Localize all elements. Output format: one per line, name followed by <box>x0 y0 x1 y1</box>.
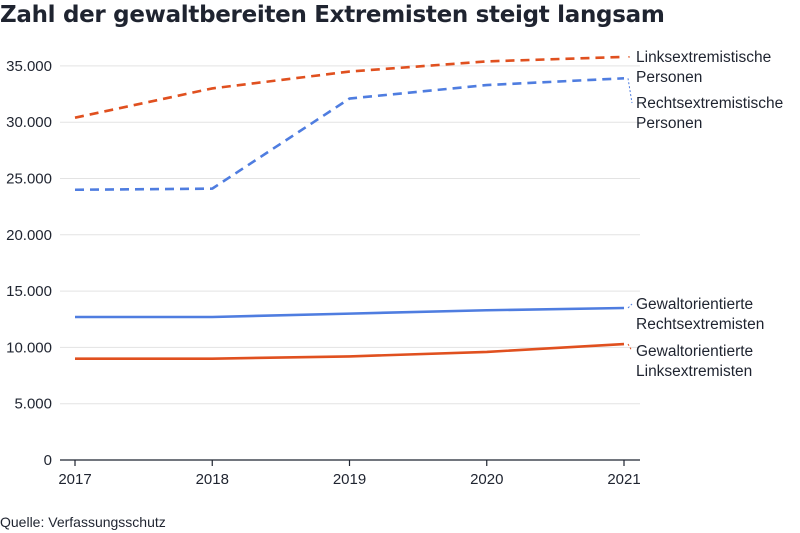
series-line-3 <box>75 306 625 319</box>
gridlines <box>60 65 640 405</box>
series-label: Rechtsextremistische <box>636 95 783 112</box>
label-leader <box>627 343 633 352</box>
y-tick-label: 10.000 <box>6 339 52 356</box>
y-tick-label: 30.000 <box>6 114 52 131</box>
chart-title: Zahl der gewaltbereiten Extremisten stei… <box>0 2 665 28</box>
series-label: Personen <box>636 69 702 86</box>
series-label: Linksextremisten <box>636 363 752 380</box>
x-tick-label: 2018 <box>196 471 229 488</box>
series-labels: Linksextremistische Personen Rechtsextremi… <box>627 49 783 380</box>
y-tick-label: 20.000 <box>6 227 52 244</box>
x-axis: 2017 2018 2019 2020 2021 <box>58 459 641 488</box>
label-leader <box>627 303 633 309</box>
series-line-2 <box>74 76 625 192</box>
y-axis-ticks: 0 5.000 10.000 15.000 20.000 25.000 30.000 35.0… <box>6 58 52 469</box>
x-tick-label: 2021 <box>607 471 640 488</box>
series-label: Personen <box>636 115 702 132</box>
x-tick-label: 2017 <box>58 471 91 488</box>
y-tick-label: 0 <box>44 452 52 469</box>
series-label: Gewaltorientierte <box>636 296 753 313</box>
y-tick-label: 5.000 <box>14 396 52 413</box>
x-tick-label: 2019 <box>333 471 366 488</box>
series-lines <box>74 55 625 360</box>
series-line-1 <box>74 55 625 119</box>
y-tick-label: 15.000 <box>6 283 52 300</box>
source-note: Quelle: Verfassungsschutz <box>0 514 166 530</box>
y-tick-label: 25.000 <box>6 171 52 188</box>
series-label: Gewaltorientierte <box>636 343 753 360</box>
series-label: Linksextremistische <box>636 49 771 66</box>
label-leader <box>627 78 633 104</box>
series-line-4 <box>75 342 625 360</box>
series-label: Rechtsextremisten <box>636 316 764 333</box>
y-tick-label: 35.000 <box>6 58 52 75</box>
x-tick-label: 2020 <box>470 471 503 488</box>
